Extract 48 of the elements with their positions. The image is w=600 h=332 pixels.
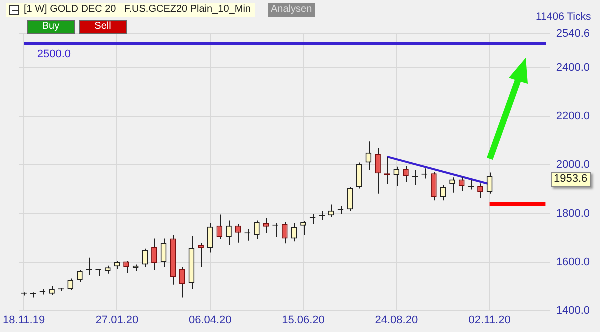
y-tick-label: 2540.6 <box>556 28 590 40</box>
candlestick <box>394 166 400 188</box>
candlestick <box>216 214 223 240</box>
candlestick <box>226 220 232 246</box>
candlestick <box>160 238 167 268</box>
y-tick-label: 2400.0 <box>556 62 590 74</box>
x-tick-label: 27.01.20 <box>96 314 139 326</box>
text: Sell <box>79 20 127 34</box>
candlestick <box>375 148 381 194</box>
candlestick <box>124 260 130 274</box>
x-tick-label: 18.11.19 <box>3 314 46 326</box>
candlestick <box>179 266 186 298</box>
chart-title: [1 W] GOLD DEC 20 <box>24 4 116 15</box>
candlestick <box>300 220 306 236</box>
text: Analysen <box>268 3 316 17</box>
ref-line-label: 2500.0 <box>37 48 72 60</box>
candlestick <box>468 180 474 190</box>
x-tick-label: 15.06.20 <box>282 314 325 326</box>
x-tick-label: 06.04.20 <box>188 314 232 326</box>
text: 1953.6 <box>551 172 591 187</box>
candlestick <box>254 220 260 240</box>
candlestick <box>152 238 158 271</box>
chart-subtitle: F.US.GCEZ20 Plain_10_Min <box>124 4 251 15</box>
y-tick-label: 1400.0 <box>556 304 590 317</box>
candlestick <box>430 171 437 202</box>
candlestick <box>96 268 102 277</box>
candlestick <box>86 257 92 276</box>
text: 11406 Ticks <box>536 11 592 23</box>
x-tick-label: 02.11.20 <box>468 314 511 326</box>
y-tick-label: 1800.0 <box>556 208 590 220</box>
candlestick <box>142 248 148 268</box>
y-tick-label: 2200.0 <box>556 110 590 123</box>
candlestick <box>235 224 242 244</box>
candlestick <box>328 204 334 218</box>
candlestick <box>458 177 465 192</box>
y-tick-label: 2000.0 <box>556 159 590 172</box>
candlestick <box>282 222 288 244</box>
candlestick <box>450 177 456 194</box>
candlestick <box>403 166 409 183</box>
y-tick-label: 1600.0 <box>556 256 590 268</box>
x-tick-label: 24.08.20 <box>375 314 418 326</box>
candlestick <box>356 162 362 190</box>
candlestick <box>478 183 484 198</box>
candlestick <box>366 141 372 171</box>
candlestick <box>263 218 270 234</box>
text: Buy <box>27 20 75 34</box>
candlestick <box>207 222 214 254</box>
candlestick <box>347 186 354 212</box>
